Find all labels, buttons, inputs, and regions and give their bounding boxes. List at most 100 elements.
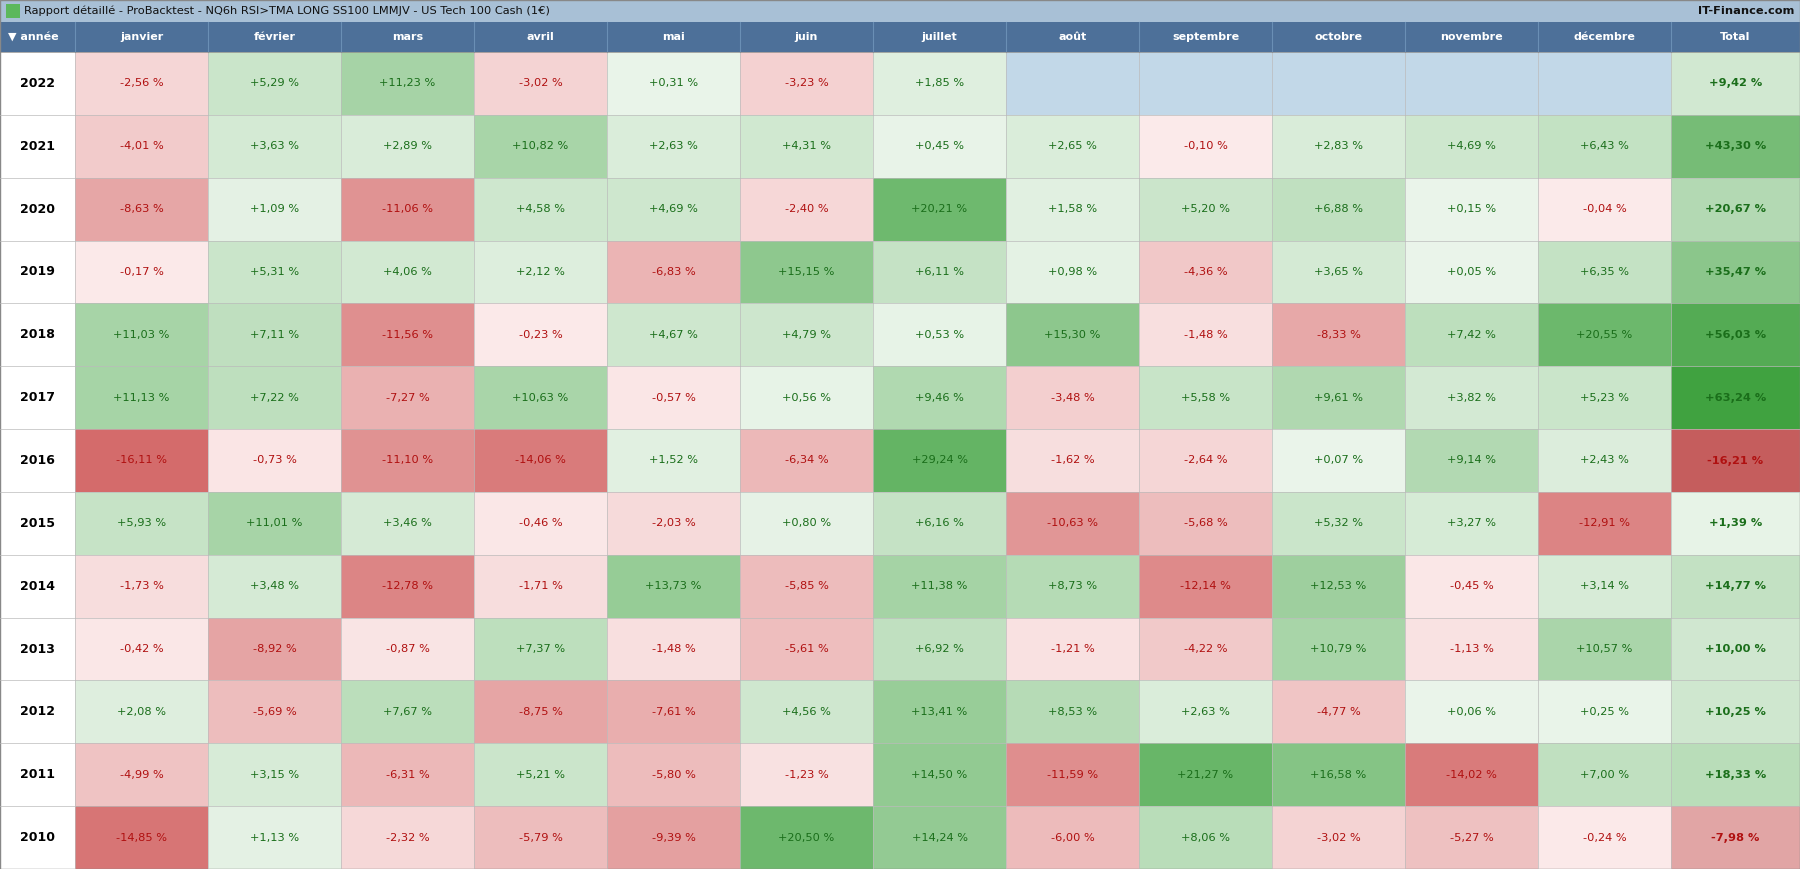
Text: +10,79 %: +10,79 %: [1310, 644, 1366, 654]
Bar: [1406, 52, 1537, 115]
Bar: [1670, 303, 1800, 366]
Text: -11,06 %: -11,06 %: [382, 204, 434, 214]
Bar: [607, 429, 740, 492]
Bar: [607, 618, 740, 680]
Text: +13,41 %: +13,41 %: [911, 706, 968, 717]
Bar: [1139, 177, 1273, 241]
Bar: [340, 115, 473, 177]
Text: -5,27 %: -5,27 %: [1449, 833, 1494, 843]
Bar: [1006, 680, 1139, 743]
Bar: [209, 743, 340, 806]
Bar: [1537, 241, 1670, 303]
Text: +7,00 %: +7,00 %: [1580, 770, 1629, 779]
Bar: [340, 241, 473, 303]
Text: +56,03 %: +56,03 %: [1705, 330, 1766, 340]
Text: -14,85 %: -14,85 %: [115, 833, 167, 843]
Bar: [0, 303, 76, 366]
Text: +5,21 %: +5,21 %: [517, 770, 565, 779]
Text: -1,13 %: -1,13 %: [1449, 644, 1494, 654]
Bar: [1406, 743, 1537, 806]
Bar: [740, 806, 873, 869]
Text: +0,53 %: +0,53 %: [914, 330, 965, 340]
Bar: [76, 492, 209, 554]
Bar: [1537, 554, 1670, 618]
Bar: [740, 743, 873, 806]
Text: +4,56 %: +4,56 %: [781, 706, 832, 717]
Bar: [1006, 177, 1139, 241]
Bar: [473, 806, 607, 869]
Text: -5,61 %: -5,61 %: [785, 644, 828, 654]
Bar: [873, 806, 1006, 869]
Text: 2022: 2022: [20, 77, 56, 90]
Text: +0,80 %: +0,80 %: [781, 518, 832, 528]
Text: +10,00 %: +10,00 %: [1705, 644, 1766, 654]
Bar: [1273, 366, 1406, 429]
Text: 2017: 2017: [20, 391, 56, 404]
Bar: [1139, 429, 1273, 492]
Bar: [1670, 241, 1800, 303]
Bar: [1273, 303, 1406, 366]
Bar: [1537, 303, 1670, 366]
Text: +0,56 %: +0,56 %: [781, 393, 832, 402]
Bar: [1406, 554, 1537, 618]
Bar: [473, 554, 607, 618]
Text: -7,27 %: -7,27 %: [385, 393, 430, 402]
Text: +14,77 %: +14,77 %: [1705, 581, 1766, 591]
Text: +6,35 %: +6,35 %: [1580, 267, 1629, 277]
Text: -1,23 %: -1,23 %: [785, 770, 828, 779]
Text: +13,73 %: +13,73 %: [646, 581, 702, 591]
Text: +63,24 %: +63,24 %: [1705, 393, 1766, 402]
Bar: [607, 806, 740, 869]
Text: -12,14 %: -12,14 %: [1181, 581, 1231, 591]
Text: avril: avril: [527, 32, 554, 42]
Bar: [740, 554, 873, 618]
Text: IT-Finance.com: IT-Finance.com: [1697, 6, 1795, 16]
Text: +2,65 %: +2,65 %: [1048, 142, 1096, 151]
Bar: [76, 366, 209, 429]
Text: +7,37 %: +7,37 %: [517, 644, 565, 654]
Text: +14,24 %: +14,24 %: [911, 833, 968, 843]
Text: -3,02 %: -3,02 %: [1316, 833, 1361, 843]
Bar: [1139, 618, 1273, 680]
Text: +7,67 %: +7,67 %: [383, 706, 432, 717]
Bar: [1670, 366, 1800, 429]
Text: -4,01 %: -4,01 %: [119, 142, 164, 151]
Bar: [5, 4, 20, 18]
Text: +7,22 %: +7,22 %: [250, 393, 299, 402]
Text: +10,63 %: +10,63 %: [513, 393, 569, 402]
Text: 2016: 2016: [20, 454, 56, 467]
Text: 2019: 2019: [20, 265, 56, 278]
Text: -5,85 %: -5,85 %: [785, 581, 828, 591]
Text: -8,92 %: -8,92 %: [252, 644, 297, 654]
Bar: [1406, 366, 1537, 429]
Bar: [0, 618, 76, 680]
Bar: [1273, 554, 1406, 618]
Text: 2010: 2010: [20, 831, 56, 844]
Bar: [1006, 618, 1139, 680]
Text: -11,10 %: -11,10 %: [382, 455, 434, 466]
Text: +11,23 %: +11,23 %: [380, 78, 436, 89]
Text: +20,67 %: +20,67 %: [1705, 204, 1766, 214]
Bar: [76, 554, 209, 618]
Bar: [340, 554, 473, 618]
Text: -0,87 %: -0,87 %: [385, 644, 430, 654]
Text: -4,36 %: -4,36 %: [1184, 267, 1228, 277]
Bar: [740, 366, 873, 429]
Text: -5,79 %: -5,79 %: [518, 833, 562, 843]
Bar: [1670, 618, 1800, 680]
Text: +7,42 %: +7,42 %: [1447, 330, 1496, 340]
Text: -1,71 %: -1,71 %: [518, 581, 562, 591]
Bar: [1537, 177, 1670, 241]
Text: mars: mars: [392, 32, 423, 42]
Bar: [607, 177, 740, 241]
Text: -14,06 %: -14,06 %: [515, 455, 565, 466]
Text: +16,58 %: +16,58 %: [1310, 770, 1366, 779]
Bar: [1537, 115, 1670, 177]
Bar: [1139, 303, 1273, 366]
Bar: [76, 303, 209, 366]
Bar: [873, 680, 1006, 743]
Bar: [1006, 492, 1139, 554]
Bar: [873, 492, 1006, 554]
Bar: [1006, 241, 1139, 303]
Text: +0,07 %: +0,07 %: [1314, 455, 1363, 466]
